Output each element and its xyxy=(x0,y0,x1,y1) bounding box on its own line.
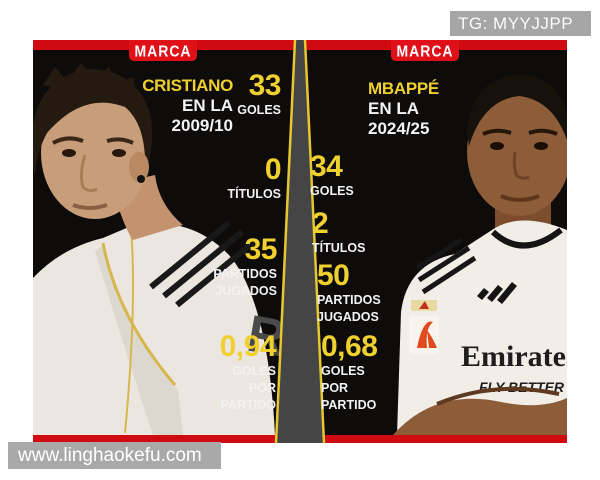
collar xyxy=(490,227,563,249)
jersey-sponsor-text: Emirates xyxy=(461,340,567,373)
stat-value: 35 xyxy=(244,233,278,266)
stat-value: 34 xyxy=(310,150,343,183)
stat-label: GOLES xyxy=(321,364,365,378)
stat-label: TÍTULOS xyxy=(312,241,366,255)
cristiano-hair xyxy=(33,69,153,175)
center-divider xyxy=(274,40,326,443)
eye xyxy=(534,142,548,150)
player-context: EN LA xyxy=(182,96,233,115)
stat-value: 0,68 xyxy=(321,330,378,363)
stat-cristiano-goals-per-match: 0,94 GOLES POR PARTIDO xyxy=(219,330,277,413)
stat-label: TÍTULOS xyxy=(227,187,281,201)
divider-yellow-line-right xyxy=(303,40,326,443)
stat-label: POR xyxy=(248,381,276,395)
laliga-logo xyxy=(417,321,437,348)
stat-value: 2 xyxy=(312,207,329,240)
stat-label: POR xyxy=(321,381,349,395)
player-context: EN LA xyxy=(368,99,419,118)
adidas-stripes xyxy=(149,220,257,308)
cristiano-hair-spikes xyxy=(43,63,137,95)
telegram-watermark: TG: MYYJJPP xyxy=(450,11,591,36)
crossed-arms xyxy=(393,398,567,435)
gold-trim xyxy=(101,242,177,386)
mbappe-jersey xyxy=(397,220,567,435)
cristiano-photo: R xyxy=(33,63,283,435)
player-name: MBAPPÉ xyxy=(368,79,439,98)
mouth xyxy=(72,203,108,210)
ear xyxy=(129,152,149,182)
eyebrow xyxy=(528,128,558,136)
marca-logo-right: MARCA xyxy=(391,40,459,61)
website-watermark: www.linghaokefu.com xyxy=(8,442,221,469)
infographic-panel: R xyxy=(33,40,567,443)
stat-label: PARTIDO xyxy=(220,398,276,412)
marca-logo-text: MARCA xyxy=(396,41,454,60)
arm-line xyxy=(436,386,560,406)
mbappe-photo: Emirates FLY BETTER xyxy=(393,74,567,435)
player-season: 2024/25 xyxy=(368,119,430,138)
player-name: CRISTIANO xyxy=(142,76,233,95)
stat-label: GOLES xyxy=(310,184,354,198)
marca-logo-left: MARCA xyxy=(129,40,197,61)
stat-mbappe-matches: 50 PARTIDOS JUGADOS xyxy=(317,259,381,325)
sleeve-patch-mark xyxy=(419,301,429,309)
mbappe-header: MBAPPÉ EN LA 2024/25 xyxy=(368,79,439,139)
stat-label: PARTIDO xyxy=(321,398,377,412)
stat-label: JUGADOS xyxy=(317,310,379,324)
eyebrow xyxy=(52,136,84,145)
stat-label: GOLES xyxy=(237,103,281,117)
stat-value: 0,94 xyxy=(219,330,277,363)
stat-cristiano-goals: 33 GOLES xyxy=(237,69,282,118)
marca-logo-text: MARCA xyxy=(134,41,192,60)
adidas-logo xyxy=(477,282,517,304)
stat-mbappe-goals-per-match: 0,68 GOLES POR PARTIDO xyxy=(321,330,378,413)
cristiano-header: CRISTIANO EN LA 2009/10 xyxy=(142,76,233,136)
gold-trim xyxy=(124,226,134,434)
eye xyxy=(490,142,504,150)
divider-road xyxy=(276,40,324,443)
stat-mbappe-goals: 34 GOLES xyxy=(310,150,354,199)
mbappe-face xyxy=(467,88,567,216)
stat-label: JUGADOS xyxy=(215,284,277,298)
cristiano-face xyxy=(41,87,149,219)
eye xyxy=(112,149,126,157)
eye xyxy=(62,149,76,157)
stat-label: PARTIDOS xyxy=(317,293,381,307)
eyebrow xyxy=(106,137,134,145)
adidas-stripes xyxy=(415,237,477,295)
mouth xyxy=(500,194,540,202)
stat-value: 0 xyxy=(264,153,282,186)
mbappe-hair xyxy=(467,74,567,146)
stat-value: 50 xyxy=(317,259,350,292)
divider-yellow-line-left xyxy=(274,40,297,443)
player-season: 2009/10 xyxy=(171,116,233,135)
stat-value: 33 xyxy=(248,69,282,102)
nose xyxy=(512,151,530,180)
stat-cristiano-matches: 35 PARTIDOS JUGADOS xyxy=(213,233,278,299)
stat-label: PARTIDOS xyxy=(213,267,277,281)
earring xyxy=(137,175,145,183)
stat-cristiano-titles: 0 TÍTULOS xyxy=(227,153,282,202)
stat-mbappe-titles: 2 TÍTULOS xyxy=(312,207,366,256)
nose xyxy=(79,154,98,193)
stat-label: GOLES xyxy=(232,364,276,378)
eyebrow xyxy=(482,128,512,136)
